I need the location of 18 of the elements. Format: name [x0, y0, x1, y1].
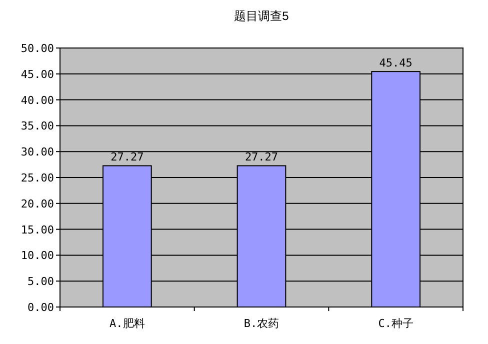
x-tick-label: A.肥料	[110, 317, 145, 330]
chart-title: 题目调查5	[234, 9, 290, 23]
y-tick-label: 5.00	[28, 275, 54, 288]
x-tick-label: B.农药	[244, 317, 280, 330]
data-label: 27.27	[110, 150, 144, 164]
y-tick-label: 35.00	[20, 120, 54, 133]
y-tick-label: 50.00	[20, 42, 54, 55]
data-label: 45.45	[379, 56, 412, 70]
x-tick-label: C.种子	[378, 317, 414, 330]
data-label: 27.27	[244, 150, 278, 164]
y-tick-label: 30.00	[20, 146, 54, 159]
y-tick-label: 40.00	[20, 94, 54, 107]
y-tick-label: 45.00	[20, 68, 54, 81]
y-tick-label: 15.00	[20, 223, 54, 236]
y-tick-label: 25.00	[20, 172, 54, 184]
y-tick-label: 10.00	[20, 249, 54, 262]
y-tick-label: 0.00	[28, 301, 54, 314]
y-tick-label: 20.00	[20, 197, 54, 210]
